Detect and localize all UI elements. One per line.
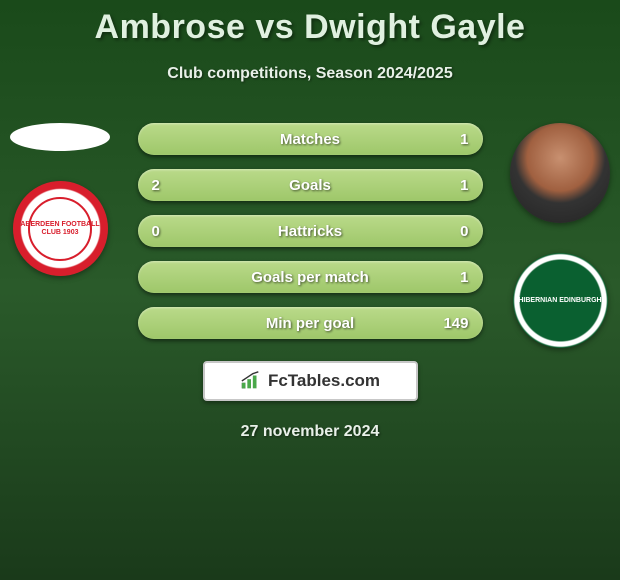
club-crest-left-label: ABERDEEN FOOTBALL CLUB 1903: [13, 221, 108, 236]
stat-label: Matches: [280, 131, 340, 148]
comparison-subtitle: Club competitions, Season 2024/2025: [0, 65, 620, 83]
player-avatar-left: [10, 123, 110, 151]
brand-badge: FcTables.com: [203, 361, 418, 401]
stat-right-value: 1: [439, 177, 469, 194]
right-player-column: HIBERNIAN EDINBURGH: [500, 123, 620, 348]
stat-rows: Matches 1 2 Goals 1 0 Hattricks 0 Goals …: [138, 123, 483, 339]
stat-right-value: 1: [439, 269, 469, 286]
stat-row-goals: 2 Goals 1: [138, 169, 483, 201]
stat-label: Min per goal: [266, 315, 354, 332]
stat-left-value: 2: [152, 177, 182, 194]
player-avatar-right: [510, 123, 610, 223]
left-player-column: ABERDEEN FOOTBALL CLUB 1903: [0, 123, 120, 276]
stat-row-goals-per-match: Goals per match 1: [138, 261, 483, 293]
club-crest-left: ABERDEEN FOOTBALL CLUB 1903: [13, 181, 108, 276]
stat-left-value: 0: [152, 223, 182, 240]
stat-row-min-per-goal: Min per goal 149: [138, 307, 483, 339]
comparison-title: Ambrose vs Dwight Gayle: [0, 0, 620, 47]
stats-area: ABERDEEN FOOTBALL CLUB 1903 HIBERNIAN ED…: [0, 123, 620, 441]
stat-label: Goals per match: [251, 269, 369, 286]
club-crest-right: HIBERNIAN EDINBURGH: [513, 253, 608, 348]
stat-label: Hattricks: [278, 223, 342, 240]
stat-row-matches: Matches 1: [138, 123, 483, 155]
stat-row-hattricks: 0 Hattricks 0: [138, 215, 483, 247]
comparison-date: 27 november 2024: [0, 423, 620, 441]
stat-label: Goals: [289, 177, 331, 194]
club-crest-right-label: HIBERNIAN EDINBURGH: [518, 297, 601, 305]
bar-chart-icon: [240, 371, 262, 391]
brand-text: FcTables.com: [268, 371, 380, 391]
stat-right-value: 0: [439, 223, 469, 240]
stat-right-value: 1: [439, 131, 469, 148]
stat-right-value: 149: [439, 315, 469, 332]
